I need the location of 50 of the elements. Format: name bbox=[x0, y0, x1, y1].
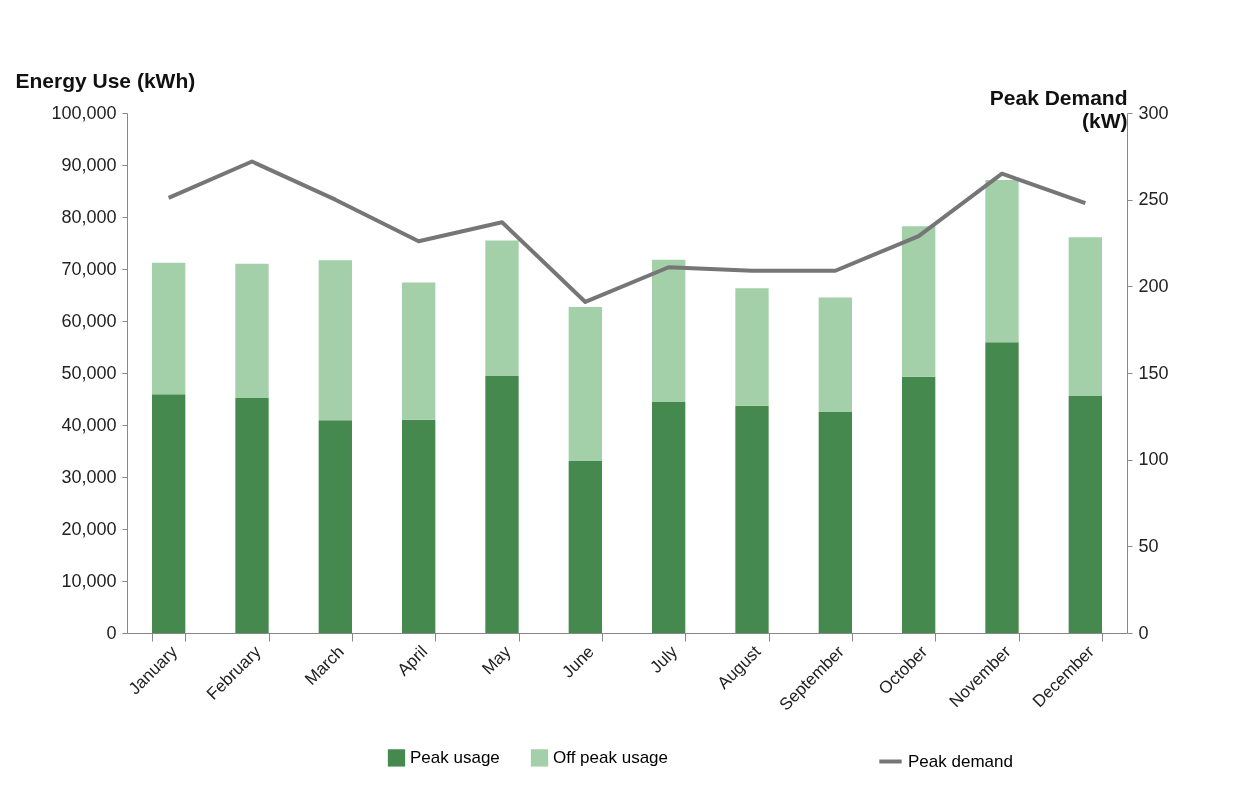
bar bbox=[985, 342, 1019, 633]
line-series bbox=[166, 159, 1088, 304]
y2-tick-label: 300 bbox=[1138, 102, 1169, 123]
bar bbox=[485, 376, 519, 633]
bar bbox=[735, 288, 769, 406]
y2-tick-label: 250 bbox=[1138, 189, 1169, 210]
bar bbox=[318, 260, 352, 421]
y-tick-label: 50,000 bbox=[61, 362, 117, 383]
y2-tick-label: 200 bbox=[1138, 275, 1169, 296]
y-tick-label: 30,000 bbox=[61, 466, 117, 487]
bar bbox=[1068, 395, 1102, 633]
y-tick-label: 10,000 bbox=[61, 570, 117, 591]
legend-label: Off peak usage bbox=[553, 747, 668, 767]
bar bbox=[152, 262, 186, 395]
bar bbox=[568, 460, 602, 633]
bar bbox=[1068, 237, 1102, 396]
bar bbox=[735, 405, 769, 633]
bar bbox=[235, 397, 269, 633]
y-tick-label: 0 bbox=[106, 622, 117, 643]
bar bbox=[818, 412, 852, 633]
y-tick-label: 20,000 bbox=[61, 518, 117, 539]
y-tick-label: 60,000 bbox=[61, 310, 117, 331]
bar bbox=[402, 419, 436, 633]
bar bbox=[985, 180, 1019, 343]
y-tick-label: 90,000 bbox=[61, 154, 117, 175]
y2-axis-title: Peak Demand (kW) bbox=[989, 85, 1128, 132]
y-tick-label: 100,000 bbox=[51, 102, 117, 123]
x-tick-label: May bbox=[478, 641, 515, 679]
y-tick-label: 70,000 bbox=[61, 258, 117, 279]
bar bbox=[902, 376, 936, 633]
bar bbox=[152, 394, 186, 633]
y-tick-label: 80,000 bbox=[61, 206, 117, 227]
bar bbox=[485, 240, 519, 377]
legend-label: Peak usage bbox=[410, 747, 500, 767]
bar bbox=[902, 226, 936, 377]
bar bbox=[568, 306, 602, 461]
y-axis-title: Energy Use (kWh) bbox=[15, 68, 196, 92]
bar bbox=[318, 420, 352, 633]
bar bbox=[818, 297, 852, 412]
y-tick-label: 40,000 bbox=[61, 414, 117, 435]
x-tick-label: July bbox=[646, 641, 682, 677]
y2-tick-label: 150 bbox=[1138, 362, 1169, 383]
bar bbox=[652, 402, 686, 633]
bar bbox=[402, 282, 436, 420]
legend-label: Peak demand bbox=[908, 751, 1013, 771]
y2-tick-label: 0 bbox=[1138, 622, 1149, 643]
bar bbox=[235, 263, 269, 398]
bar bbox=[652, 259, 686, 403]
y2-tick-label: 50 bbox=[1138, 535, 1159, 556]
y2-tick-label: 100 bbox=[1138, 449, 1169, 470]
